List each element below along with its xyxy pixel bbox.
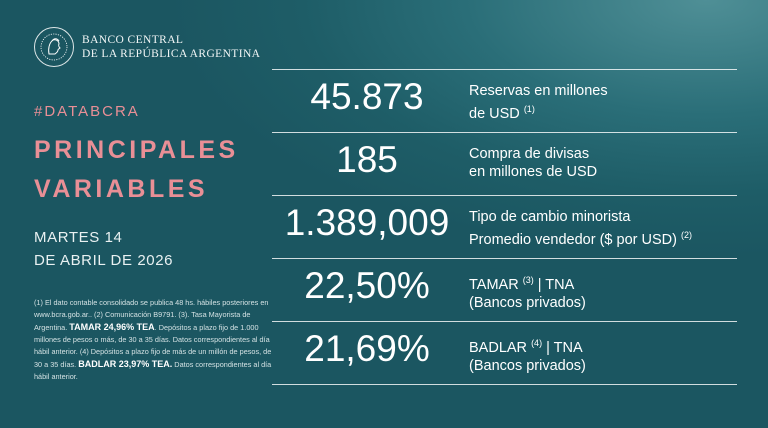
variable-row-tamar: 22,50% TAMAR (3) | TNA (Bancos privados) <box>272 259 737 322</box>
variable-row-badlar: 21,69% BADLAR (4) | TNA (Bancos privados… <box>272 322 737 385</box>
variables-table: 45.873 Reservas en millones de USD (1) 1… <box>272 69 737 385</box>
badlar-label-line-2: (Bancos privados) <box>469 357 586 374</box>
footnote-text-3: Datos correspondientes al día hábil ante… <box>34 360 272 381</box>
tamar-value: 22,50% <box>304 265 430 306</box>
logo-line-2: DE LA REPÚBLICA ARGENTINA <box>82 48 261 60</box>
badlar-label-suffix: | TNA <box>546 339 583 356</box>
reservas-note: (1) <box>523 104 535 114</box>
title-line-1: PRINCIPALES <box>34 136 239 164</box>
footnote-tamar: TAMAR 24,96% TEA <box>69 322 155 332</box>
tipo-cambio-label-line-2: Promedio vendedor ($ por USD) <box>469 231 677 248</box>
reservas-value: 45.873 <box>310 76 424 117</box>
variable-row-tipo-cambio: 1.389,009 Tipo de cambio minorista Prome… <box>272 196 737 259</box>
reservas-label-line-1: Reservas en millones <box>469 83 608 99</box>
compra-value: 185 <box>336 139 398 180</box>
reservas-label: Reservas en millones de USD (1) <box>469 82 608 123</box>
tamar-note: (3) <box>522 275 534 285</box>
tipo-cambio-label: Tipo de cambio minorista Promedio vended… <box>469 208 692 249</box>
variable-row-compra: 185 Compra de divisas en millones de USD <box>272 133 737 196</box>
tamar-label-line-1: TAMAR <box>469 276 519 293</box>
compra-label: Compra de divisas en millones de USD <box>469 145 597 181</box>
tipo-cambio-value: 1.389,009 <box>284 202 450 243</box>
tipo-cambio-label-line-1: Tipo de cambio minorista <box>469 209 631 225</box>
bcra-seal-icon <box>34 27 74 67</box>
footnote: (1) El dato contable consolidado se publ… <box>34 297 272 383</box>
badlar-label-line-1: BADLAR <box>469 339 528 356</box>
tamar-label-line-2: (Bancos privados) <box>469 294 586 311</box>
compra-label-line-1: Compra de divisas <box>469 146 590 162</box>
date-line-1: MARTES 14 <box>34 229 123 246</box>
tamar-label: TAMAR (3) | TNA (Bancos privados) <box>469 271 586 312</box>
footnote-text-2: . Depósitos a plazo fijo de 1.000 millon… <box>34 323 272 369</box>
reservas-label-line-2: de USD <box>469 105 520 122</box>
badlar-label: BADLAR (4) | TNA (Bancos privados) <box>469 334 586 375</box>
footnote-badlar: BADLAR 23,97% TEA. <box>78 359 173 369</box>
compra-label-line-2: en millones de USD <box>469 164 598 180</box>
title-line-2: VARIABLES <box>34 175 209 203</box>
hashtag: #DATABCRA <box>34 103 140 120</box>
logo-line-1: BANCO CENTRAL <box>82 34 184 46</box>
badlar-note: (4) <box>531 338 543 348</box>
tipo-cambio-note: (2) <box>680 230 692 240</box>
badlar-value: 21,69% <box>304 328 430 369</box>
date-line-2: DE ABRIL DE 2026 <box>34 252 174 269</box>
footnote-text-1: (1) El dato contable consolidado se publ… <box>34 298 269 332</box>
bcra-logo: BANCO CENTRAL DE LA REPÚBLICA ARGENTINA <box>34 27 260 67</box>
tamar-label-suffix: | TNA <box>537 276 575 293</box>
variable-row-reservas: 45.873 Reservas en millones de USD (1) <box>272 69 737 133</box>
